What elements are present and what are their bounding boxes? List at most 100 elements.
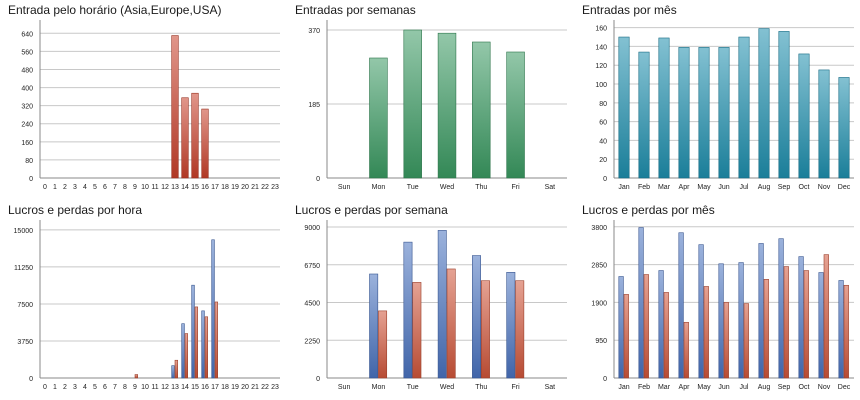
- bar: [506, 272, 516, 379]
- bar: [480, 280, 490, 379]
- x-tick-label: 11: [151, 384, 158, 391]
- bar: [369, 273, 379, 379]
- bar: [843, 284, 849, 379]
- x-tick-label: 10: [141, 184, 149, 191]
- chart-lucros-mes: 0 950 1900 2850 3800 Jan Feb Mar Apr May Jun Jul Aug…: [591, 220, 854, 391]
- x-tick-label: Feb: [638, 384, 650, 391]
- x-tick-label: 12: [161, 384, 169, 391]
- x-tick-label: Nov: [818, 184, 831, 191]
- bar: [738, 36, 750, 179]
- y-tick-label: 40: [599, 138, 607, 145]
- bar: [184, 333, 189, 379]
- chart-panel-lucros-semana: 0 2250 4500 6750 9000 Sun Mon Tue Wed Thu Fri Sat L…: [287, 200, 573, 400]
- x-tick-label: Jan: [618, 384, 629, 391]
- y-tick-label: 80: [599, 101, 607, 108]
- bar: [838, 280, 844, 379]
- bar: [171, 365, 175, 379]
- x-tick-label: Tue: [407, 184, 419, 191]
- x-tick-label: 23: [271, 184, 279, 191]
- bar: [191, 92, 199, 179]
- x-tick-label: 10: [141, 384, 149, 391]
- bar: [678, 232, 684, 379]
- x-tick-label: Jan: [618, 184, 629, 191]
- bar: [798, 53, 810, 179]
- x-tick-label: 13: [171, 184, 179, 191]
- x-tick-label: May: [697, 384, 711, 391]
- x-tick-label: Apr: [679, 384, 691, 391]
- y-tick-label: 60: [599, 120, 607, 127]
- y-tick-label: 0: [603, 176, 607, 183]
- x-tick-label: 7: [113, 384, 117, 391]
- y-tick-label: 0: [316, 376, 320, 383]
- x-tick-label: Aug: [758, 184, 771, 191]
- x-tick-label: Jul: [740, 384, 749, 391]
- x-tick-label: 15: [191, 384, 199, 391]
- bar: [743, 303, 749, 379]
- x-tick-label: 22: [261, 384, 269, 391]
- x-tick-label: 9: [133, 184, 137, 191]
- bar: [718, 263, 724, 379]
- x-tick-label: Jun: [718, 184, 729, 191]
- bar: [181, 323, 185, 379]
- bar: [171, 35, 179, 179]
- bar: [758, 243, 764, 379]
- bar: [783, 266, 789, 379]
- bar: [506, 51, 525, 179]
- x-tick-label: 20: [241, 384, 249, 391]
- y-tick-label: 4500: [304, 301, 320, 308]
- chart-title: Lucros e perdas por hora: [8, 203, 143, 217]
- y-tick-label: 240: [21, 122, 33, 129]
- bar: [412, 282, 422, 379]
- bar: [778, 238, 784, 379]
- x-tick-label: 9: [133, 384, 137, 391]
- x-tick-label: Sat: [545, 184, 556, 191]
- x-tick-label: Sat: [545, 384, 556, 391]
- bar: [437, 230, 447, 379]
- x-tick-label: 15: [191, 184, 199, 191]
- bar: [403, 29, 422, 179]
- x-tick-label: 1: [53, 184, 57, 191]
- bar: [678, 47, 690, 179]
- x-tick-label: 21: [251, 184, 259, 191]
- chart-title: Lucros e perdas por mês: [582, 203, 715, 217]
- y-tick-label: 320: [21, 104, 33, 111]
- bar: [643, 274, 649, 379]
- x-tick-label: Sun: [338, 384, 351, 391]
- bar: [134, 374, 139, 379]
- y-tick-label: 15000: [14, 228, 34, 235]
- x-tick-label: 5: [93, 184, 97, 191]
- x-tick-label: Sun: [338, 184, 351, 191]
- x-tick-label: Nov: [818, 384, 831, 391]
- bar: [181, 97, 189, 179]
- chart-panel-entradas-semanas: 0 185 370 Sun Mon Tue Wed Thu Fri Sat Entradas po…: [287, 0, 573, 200]
- y-tick-label: 1900: [591, 300, 607, 307]
- bar: [818, 272, 824, 379]
- x-tick-label: 3: [73, 184, 77, 191]
- x-tick-label: Oct: [799, 184, 810, 191]
- x-tick-label: Fri: [511, 184, 520, 191]
- bar: [718, 47, 730, 179]
- x-tick-label: 23: [271, 384, 279, 391]
- bar: [618, 36, 630, 179]
- bar: [369, 57, 388, 179]
- chart-title: Entrada pelo horário (Asia,Europe,USA): [8, 3, 222, 17]
- x-tick-label: Thu: [475, 384, 487, 391]
- x-tick-label: 8: [123, 184, 127, 191]
- x-tick-label: 6: [103, 184, 107, 191]
- y-tick-label: 6750: [304, 263, 320, 270]
- y-tick-label: 120: [595, 63, 607, 70]
- bar: [623, 294, 629, 379]
- bar: [472, 41, 491, 179]
- bar: [204, 316, 209, 379]
- x-tick-label: Tue: [407, 384, 419, 391]
- bar: [823, 254, 829, 379]
- bar: [698, 47, 710, 179]
- bar: [838, 77, 850, 179]
- x-tick-label: 6: [103, 384, 107, 391]
- x-tick-label: Dec: [838, 184, 851, 191]
- y-tick-label: 80: [25, 158, 33, 165]
- bar: [763, 279, 769, 379]
- bar: [698, 244, 704, 379]
